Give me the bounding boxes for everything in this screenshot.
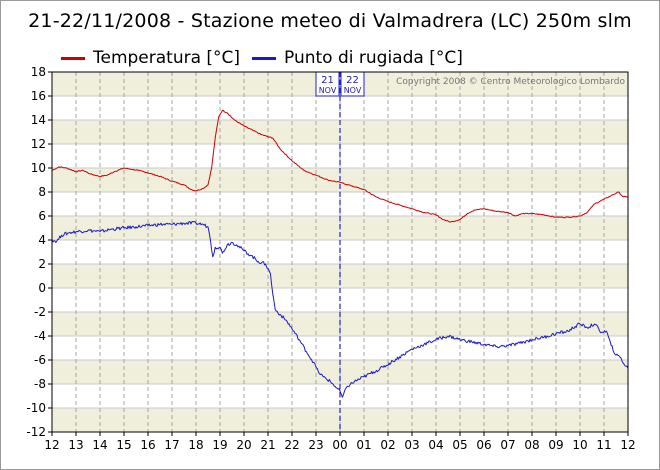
y-tick-label: 2 xyxy=(38,257,46,271)
y-tick-label: -8 xyxy=(34,377,46,391)
series-line-dew-point xyxy=(51,221,629,398)
x-tick-label: 20 xyxy=(236,438,251,452)
x-tick-label: 13 xyxy=(68,438,83,452)
date-badge-month: NOV xyxy=(319,86,337,95)
y-tick-label: 4 xyxy=(38,233,46,247)
x-tick-label: 16 xyxy=(140,438,155,452)
x-tick-label: 12 xyxy=(44,438,59,452)
y-tick-label: 14 xyxy=(31,113,46,127)
x-tick-label: 23 xyxy=(308,438,323,452)
date-badge-day: 21 xyxy=(321,75,334,86)
legend-item-temperature: Temperatura [°C] xyxy=(61,46,240,70)
date-badge-month: NOV xyxy=(344,86,362,95)
series-line-temperature xyxy=(51,109,629,223)
y-tick-label: -10 xyxy=(26,401,46,415)
legend-item-dew-point: Punto di rugiada [°C] xyxy=(252,46,463,70)
legend-label-dew-point: Punto di rugiada [°C] xyxy=(284,48,463,68)
y-tick-label: 10 xyxy=(31,161,46,175)
x-tick-label: 03 xyxy=(404,438,419,452)
x-tick-label: 22 xyxy=(284,438,299,452)
x-tick-label: 19 xyxy=(212,438,227,452)
y-tick-label: -6 xyxy=(34,353,46,367)
x-tick-label: 15 xyxy=(116,438,131,452)
y-tick-label: 18 xyxy=(31,65,46,79)
x-tick-label: 02 xyxy=(380,438,395,452)
x-tick-label: 06 xyxy=(476,438,491,452)
x-tick-label: 18 xyxy=(188,438,203,452)
y-tick-label: 12 xyxy=(31,137,46,151)
x-tick-label: 21 xyxy=(260,438,275,452)
x-tick-label: 17 xyxy=(164,438,179,452)
x-tick-label: 00 xyxy=(332,438,347,452)
legend-label-temperature: Temperatura [°C] xyxy=(93,48,241,68)
legend-swatch-dew-point xyxy=(252,56,276,60)
x-tick-label: 07 xyxy=(500,438,515,452)
x-tick-label: 04 xyxy=(428,438,443,452)
x-tick-label: 11 xyxy=(596,438,611,452)
y-tick-label: -2 xyxy=(34,305,46,319)
y-tick-label: -12 xyxy=(26,425,46,439)
chart-title: 21-22/11/2008 - Stazione meteo di Valmad… xyxy=(28,10,632,32)
y-tick-label: 16 xyxy=(31,89,46,103)
date-badge-day: 22 xyxy=(346,75,359,86)
y-tick-label: -4 xyxy=(34,329,46,343)
x-tick-label: 05 xyxy=(452,438,467,452)
x-tick-label: 01 xyxy=(356,438,371,452)
x-tick-label: 12 xyxy=(620,438,635,452)
x-tick-label: 10 xyxy=(572,438,587,452)
y-tick-label: 0 xyxy=(38,281,46,295)
x-tick-label: 09 xyxy=(548,438,563,452)
x-tick-label: 08 xyxy=(524,438,539,452)
copyright-text: Copyright 2008 © Centro Meteorologico Lo… xyxy=(396,77,625,87)
x-tick-label: 14 xyxy=(92,438,107,452)
legend-swatch-temperature xyxy=(61,56,85,60)
y-tick-label: 8 xyxy=(38,185,46,199)
y-tick-label: 6 xyxy=(38,209,46,223)
